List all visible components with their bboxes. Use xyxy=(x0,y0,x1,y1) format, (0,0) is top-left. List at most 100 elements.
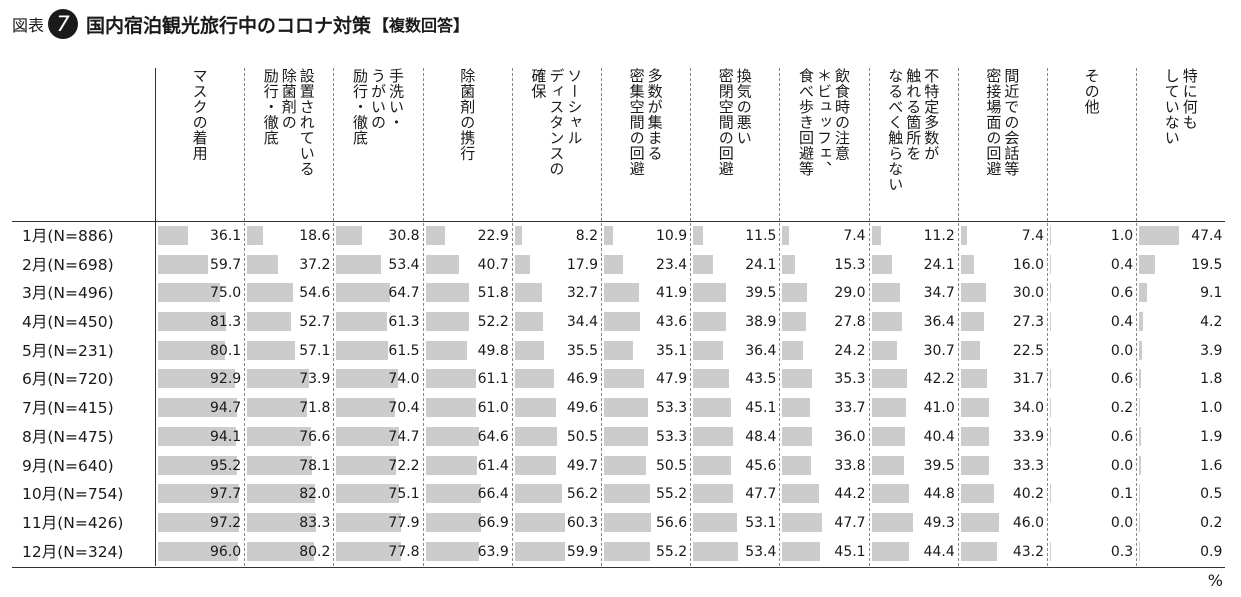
data-cell: 15.3 xyxy=(779,251,868,280)
data-cell: 61.0 xyxy=(423,394,512,423)
value-label: 41.9 xyxy=(656,285,688,302)
value-label: 27.8 xyxy=(834,314,866,331)
data-cell: 43.5 xyxy=(690,365,779,394)
value-label: 36.4 xyxy=(923,314,955,331)
data-cell: 16.0 xyxy=(958,251,1047,280)
value-bar xyxy=(247,254,279,274)
data-cell: 80.2 xyxy=(244,538,333,567)
data-cell: 77.8 xyxy=(333,538,422,567)
value-bar xyxy=(960,254,975,274)
data-cell: 53.3 xyxy=(601,394,690,423)
data-cell: 24.1 xyxy=(869,251,958,280)
data-cell: 11.5 xyxy=(690,222,779,251)
chart-title: 国内宿泊観光旅行中のコロナ対策 xyxy=(86,14,372,37)
chart-subtitle: 【複数回答】 xyxy=(373,16,470,35)
value-label: 61.5 xyxy=(388,342,420,359)
data-cell: 55.2 xyxy=(601,480,690,509)
data-cell: 75.0 xyxy=(155,279,244,308)
column-header-line: 密集空間の回避 xyxy=(627,68,646,177)
data-cell: 34.7 xyxy=(869,279,958,308)
column-header-line: 密閉空間の回避 xyxy=(716,68,735,177)
value-label: 1.0 xyxy=(1110,228,1134,244)
data-cell: 40.2 xyxy=(958,480,1047,509)
column-divider xyxy=(1047,68,1048,566)
value-label: 53.4 xyxy=(745,543,777,560)
value-bar xyxy=(604,426,649,446)
value-bar xyxy=(425,369,477,389)
data-cell: 1.8 xyxy=(1136,365,1225,394)
value-bar xyxy=(514,226,522,245)
data-cell: 78.1 xyxy=(244,452,333,481)
data-cell: 19.5 xyxy=(1136,251,1225,280)
column-header-line: 除菌剤の携行 xyxy=(458,68,477,161)
value-bar xyxy=(158,369,236,389)
value-label: 36.1 xyxy=(210,228,242,244)
table-row: 5月(N=231) 80.1 57.1 61.5 49.8 35.5 35.1 36.4 24.… xyxy=(12,337,1225,366)
value-bar xyxy=(514,312,544,332)
data-cell: 34.0 xyxy=(958,394,1047,423)
value-bar xyxy=(782,484,820,504)
value-label: 43.5 xyxy=(745,371,777,388)
data-cell: 55.2 xyxy=(601,538,690,567)
value-label: 53.3 xyxy=(656,428,688,445)
data-table: 1月(N=886) 36.1 18.6 30.8 22.9 8.2 10.9 11.5 7.4 1… xyxy=(12,222,1225,566)
table-row: 3月(N=496) 75.0 54.6 64.7 51.8 32.7 41.9 39.5 29.… xyxy=(12,279,1225,308)
row-label: 9月(N=640) xyxy=(22,456,114,475)
data-cell: 56.2 xyxy=(512,480,601,509)
value-label: 0.0 xyxy=(1110,457,1134,474)
value-label: 35.3 xyxy=(834,371,866,388)
data-cell: 47.7 xyxy=(690,480,779,509)
data-cell: 59.7 xyxy=(155,251,244,280)
value-label: 70.4 xyxy=(388,400,420,417)
data-cell: 24.1 xyxy=(690,251,779,280)
value-label: 22.9 xyxy=(477,228,509,244)
value-bar xyxy=(693,312,726,332)
value-bar xyxy=(247,484,316,504)
value-bar xyxy=(960,283,986,303)
value-bar xyxy=(693,283,727,303)
data-cell: 39.5 xyxy=(690,279,779,308)
value-bar xyxy=(158,512,239,532)
value-label: 74.7 xyxy=(388,428,420,445)
value-label: 43.2 xyxy=(1012,543,1044,560)
data-cell: 38.9 xyxy=(690,308,779,337)
value-bar xyxy=(1139,426,1141,446)
data-cell: 77.9 xyxy=(333,509,422,538)
data-cell: 50.5 xyxy=(601,452,690,481)
data-cell: 1.6 xyxy=(1136,452,1225,481)
data-cell: 44.8 xyxy=(869,480,958,509)
value-label: 34.0 xyxy=(1012,400,1044,417)
table-row: 2月(N=698) 59.7 37.2 53.4 40.7 17.9 23.4 24.1 15.… xyxy=(12,251,1225,280)
data-cell: 52.2 xyxy=(423,308,512,337)
data-cell: 31.7 xyxy=(958,365,1047,394)
data-cell: 75.1 xyxy=(333,480,422,509)
data-cell: 32.7 xyxy=(512,279,601,308)
column-header-line: 密接場面の回避 xyxy=(984,68,1003,177)
value-label: 49.6 xyxy=(566,400,598,417)
value-bar xyxy=(247,340,295,360)
data-cell: 1.9 xyxy=(1136,423,1225,452)
value-bar xyxy=(782,455,811,475)
column-header-line: ソーシャル xyxy=(565,68,584,146)
data-cell: 57.1 xyxy=(244,337,333,366)
value-label: 55.2 xyxy=(656,543,688,560)
data-cell: 72.2 xyxy=(333,452,422,481)
value-bar xyxy=(1139,398,1141,418)
data-cell: 49.7 xyxy=(512,452,601,481)
data-cell: 27.8 xyxy=(779,308,868,337)
data-cell: 54.6 xyxy=(244,279,333,308)
value-label: 48.4 xyxy=(745,428,777,445)
data-cell: 44.2 xyxy=(779,480,868,509)
value-label: 77.9 xyxy=(388,514,420,531)
data-cell: 52.7 xyxy=(244,308,333,337)
column-header: その他 xyxy=(1047,68,1136,220)
value-bar xyxy=(247,541,314,561)
value-label: 66.9 xyxy=(477,514,509,531)
column-header-line: 手洗い・ xyxy=(386,68,405,130)
value-label: 45.1 xyxy=(834,543,866,560)
value-label: 42.2 xyxy=(923,371,955,388)
figure-number-badge: 7 xyxy=(48,9,79,39)
value-label: 43.6 xyxy=(656,314,688,331)
column-divider xyxy=(422,68,424,566)
value-label: 35.1 xyxy=(656,342,688,359)
